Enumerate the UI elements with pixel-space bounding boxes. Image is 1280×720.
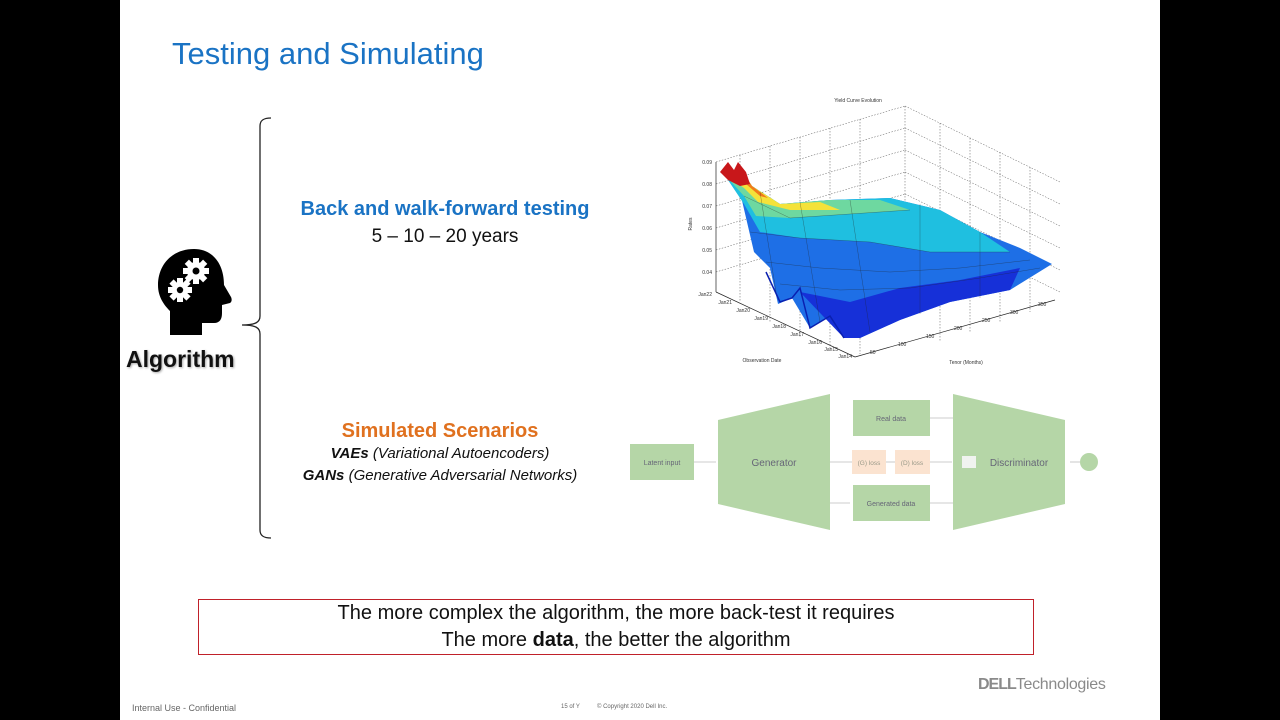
logo-dell: DELL (978, 676, 1017, 693)
z-tick: 0.08 (702, 182, 712, 188)
latent-input-box (630, 444, 694, 480)
z-tick: 0.05 (702, 248, 712, 254)
y-tick: Jan15 (824, 347, 838, 353)
x-tick: 250 (982, 318, 991, 324)
yield-curve-chart: Yield Curve Evolution (688, 98, 1061, 366)
takeaway-line-2-post: , the better the algorithm (573, 629, 791, 651)
chart-title: Yield Curve Evolution (834, 98, 882, 104)
discriminator-shape (953, 394, 1065, 530)
back-testing-years: 5 – 10 – 20 years (371, 226, 519, 247)
footer-classification: Internal Use - Confidential (132, 703, 237, 713)
footer-page-number: 15 of Y (561, 704, 580, 710)
d-loss-label: (D) loss (901, 460, 924, 467)
back-testing-title: Back and walk-forward testing (300, 198, 590, 220)
simulated-scenarios-title: Simulated Scenarios (341, 420, 539, 442)
slide: Testing and Simulating Algorithm Back an… (120, 0, 1160, 720)
output-node (1080, 453, 1098, 471)
y-tick: Jan22 (698, 292, 712, 298)
real-data-label: Real data (876, 416, 906, 423)
g-loss-label: (G) loss (858, 460, 882, 467)
y-tick: Jan20 (736, 308, 750, 314)
vae-line: VAEs (Variational Autoencoders) (260, 445, 620, 462)
y-axis-label: Observation Date (743, 358, 782, 364)
slide-title: Testing and Simulating (172, 36, 484, 71)
x-tick: 300 (1010, 310, 1019, 316)
y-tick: Jan14 (838, 354, 852, 360)
gan-full: (Generative Adversarial Networks) (344, 467, 578, 484)
vae-abbr: VAEs (330, 445, 369, 462)
generated-data-box (853, 485, 930, 521)
gan-abbr: GANs (302, 467, 345, 484)
gan-diagram: Latent input Generator Real data (G) los… (630, 394, 1098, 530)
dell-technologies-logo: DELLTechnologies (978, 676, 1106, 694)
d-loss-box (895, 450, 930, 474)
x-tick: 50 (870, 350, 876, 356)
z-tick: 0.04 (702, 270, 712, 276)
gan-line: GANs (Generative Adversarial Networks) (260, 467, 620, 484)
g-loss-box (852, 450, 886, 474)
takeaway-line-2-pre: The more (441, 629, 533, 651)
x-axis-label: Tenor (Months) (949, 360, 983, 366)
z-tick: 0.06 (702, 226, 712, 232)
generated-data-label: Generated data (867, 501, 916, 508)
takeaway-line-2: The more data, the better the algorithm (199, 627, 1033, 654)
real-data-box (853, 400, 930, 436)
y-tick: Jan17 (790, 332, 804, 338)
generator-shape (718, 394, 830, 530)
x-tick: 200 (954, 326, 963, 332)
key-takeaway-box: The more complex the algorithm, the more… (198, 599, 1034, 655)
footer-copyright: © Copyright 2020 Dell Inc. (597, 704, 668, 710)
z-axis-label: Rates (688, 217, 694, 231)
y-tick: Jan19 (754, 316, 768, 322)
z-tick: 0.07 (702, 204, 712, 210)
takeaway-line-2-bold: data (532, 629, 574, 651)
generator-label: Generator (751, 458, 797, 469)
takeaway-line-1: The more complex the algorithm, the more… (337, 602, 895, 624)
algorithm-label: Algorithm (126, 346, 235, 372)
curly-bracket (241, 117, 272, 539)
latent-input-label: Latent input (644, 460, 681, 467)
z-tick: 0.09 (702, 160, 712, 166)
x-tick: 100 (898, 342, 907, 348)
y-tick: Jan21 (718, 300, 732, 306)
logo-technologies: Technologies (1015, 676, 1106, 693)
vae-full: (Variational Autoencoders) (368, 445, 550, 462)
y-tick: Jan16 (808, 340, 822, 346)
x-tick: 150 (926, 334, 935, 340)
head-gears-icon (158, 249, 232, 335)
combine-node (962, 456, 976, 468)
discriminator-label: Discriminator (990, 458, 1049, 469)
y-tick: Jan18 (772, 324, 786, 330)
x-tick: 350 (1038, 302, 1047, 308)
